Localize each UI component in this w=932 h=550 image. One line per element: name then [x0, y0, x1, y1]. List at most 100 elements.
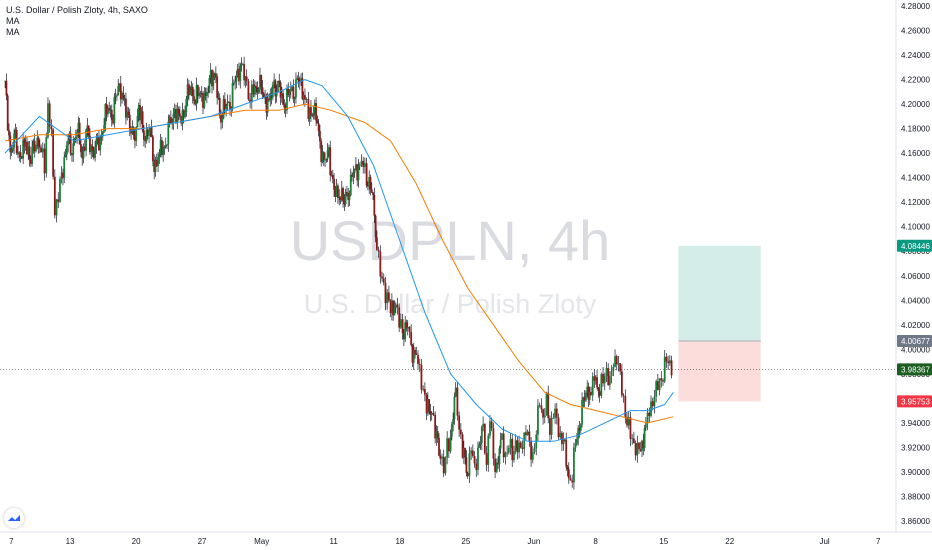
candle-down	[200, 92, 203, 95]
candle-down	[204, 92, 207, 96]
candle-up	[114, 95, 117, 97]
candle-up	[550, 417, 553, 435]
candle-down	[373, 194, 376, 216]
candle-down	[283, 104, 286, 108]
candle-up	[154, 159, 157, 172]
candle-up	[35, 145, 37, 152]
entry-price-label-bg	[897, 335, 932, 348]
candle-up	[506, 452, 509, 454]
candle-up	[101, 131, 104, 137]
candle-down	[304, 95, 306, 100]
candle-up	[453, 396, 456, 420]
candle-down	[432, 412, 435, 415]
candle-down	[632, 438, 635, 444]
candle-down	[384, 282, 387, 304]
candle-up	[32, 140, 35, 147]
candle-up	[181, 110, 184, 124]
candle-up	[198, 94, 201, 97]
candle-up	[236, 68, 239, 76]
candle-up	[186, 84, 189, 100]
chart-legend: U.S. Dollar / Polish Zloty, 4h, SAXO MA …	[6, 5, 148, 38]
candle-down	[38, 146, 41, 148]
candle-down	[464, 447, 467, 458]
candle-up	[605, 368, 608, 376]
candle-down	[417, 354, 419, 364]
candle-up	[190, 86, 193, 91]
x-tick-label: 27	[198, 537, 207, 546]
candle-down	[334, 189, 337, 197]
candle-up	[107, 108, 109, 115]
candle-down	[494, 458, 497, 472]
stop-price-label-bg	[897, 395, 932, 408]
candle-up	[164, 145, 167, 147]
candle-up	[514, 440, 517, 451]
candle-up	[82, 146, 85, 159]
candle-down	[425, 394, 428, 414]
symbol-title[interactable]: U.S. Dollar / Polish Zloty, 4h, SAXO	[6, 5, 148, 15]
candle-down	[626, 416, 628, 426]
candle-down	[15, 129, 18, 153]
candle-down	[502, 433, 505, 458]
candle-down	[587, 386, 590, 400]
candle-up	[205, 92, 208, 96]
candle-up	[545, 392, 548, 416]
candle-down	[223, 99, 226, 110]
candle-up	[478, 444, 481, 448]
ma-slow-line	[5, 103, 674, 424]
candle-up	[173, 108, 176, 114]
y-tick-label: 3.88000	[901, 492, 930, 501]
candle-up	[646, 412, 649, 424]
candle-down	[408, 326, 411, 332]
candle-down	[249, 99, 252, 103]
candle-up	[149, 127, 152, 132]
candle-down	[387, 292, 390, 301]
candle-up	[163, 146, 166, 149]
candle-up	[394, 304, 397, 308]
candle-down	[278, 80, 281, 83]
candle-down	[516, 440, 519, 453]
candle-up	[655, 381, 658, 397]
candle-down	[374, 215, 377, 238]
candle-up	[209, 70, 212, 78]
ma-legend-1[interactable]: MA	[6, 16, 20, 26]
candle-down	[20, 156, 23, 159]
candle-down	[497, 462, 500, 465]
candle-up	[450, 424, 453, 437]
candle-down	[415, 353, 418, 355]
candle-down	[602, 373, 604, 384]
candle-up	[296, 78, 299, 80]
candle-down	[6, 95, 9, 131]
candle-down	[347, 192, 350, 200]
position-zones[interactable]	[0, 245, 896, 402]
target-price-label-bg	[897, 239, 932, 252]
candle-up	[77, 122, 80, 133]
candle-up	[99, 137, 102, 151]
candle-down	[607, 368, 610, 385]
candle-up	[103, 125, 105, 132]
candle-up	[477, 447, 479, 470]
candle-down	[187, 84, 190, 96]
candle-down	[193, 96, 195, 102]
candle-down	[367, 185, 369, 187]
candle-up	[591, 376, 594, 396]
candle-up	[498, 448, 501, 465]
tradingview-logo[interactable]	[4, 508, 24, 528]
candle-up	[136, 115, 139, 128]
candle-down	[5, 80, 8, 96]
candle-down	[485, 453, 488, 465]
candle-up	[100, 136, 103, 138]
candle-up	[430, 412, 433, 415]
candle-up	[117, 86, 120, 96]
candle-down	[362, 160, 365, 167]
candle-up	[444, 457, 447, 474]
time-axis[interactable]: 7 13 20 27 May 11 18 25 Jun 8 15 22 Jul 7	[9, 537, 881, 546]
candle-down	[128, 114, 131, 129]
candle-down	[91, 146, 94, 151]
ma-legend-2[interactable]: MA	[6, 27, 20, 37]
candle-up	[644, 423, 647, 428]
candle-up	[325, 159, 328, 160]
candle-up	[157, 156, 159, 167]
candle-down	[180, 116, 183, 124]
candle-down	[220, 114, 222, 123]
